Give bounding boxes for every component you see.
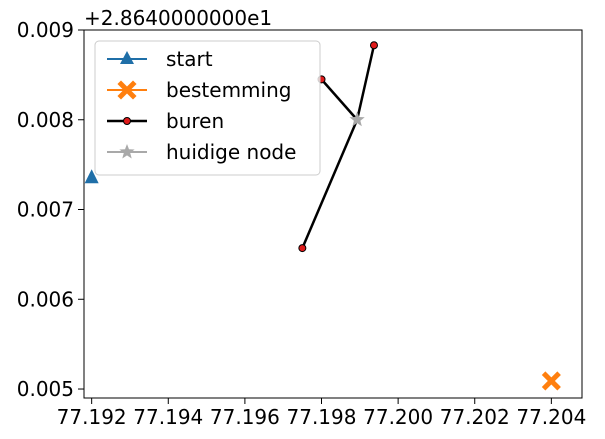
star-icon — [119, 144, 135, 159]
x-tick-label: 77.192 — [57, 405, 127, 429]
x-tick-label: 77.196 — [210, 405, 280, 429]
legend: start bestemming buren huidige node — [94, 40, 321, 176]
buren-line-segment — [355, 44, 376, 121]
dot-icon — [123, 117, 131, 125]
buren-point — [298, 244, 307, 253]
y-tick-label: 0.009 — [17, 18, 74, 42]
buren-line-segment — [320, 78, 359, 121]
x-tick-label: 77.204 — [516, 405, 586, 429]
y-tick-label: 0.007 — [17, 198, 74, 222]
triangle-icon — [120, 51, 134, 64]
y-axis: 0.005 0.006 0.007 0.008 0.009 — [17, 18, 84, 401]
legend-huidige-node-label: huidige node — [166, 140, 296, 164]
legend-start-label: start — [166, 47, 213, 71]
start-marker — [84, 169, 99, 184]
y-tick-label: 0.006 — [17, 287, 74, 311]
x-tick-label: 77.202 — [440, 405, 510, 429]
x-axis: 77.192 77.194 77.196 77.198 77.200 77.202 77.2… — [57, 398, 586, 429]
plot-area-frame — [83, 29, 583, 399]
legend-bestemming-label: bestemming — [166, 78, 291, 102]
y-tick-label: 0.008 — [17, 108, 74, 132]
buren-point — [369, 41, 378, 50]
bestemming-marker — [541, 371, 561, 391]
y-tick-label: 0.005 — [17, 377, 74, 401]
x-tick-label: 77.198 — [287, 405, 357, 429]
legend-box — [94, 40, 321, 176]
x-marker-icon — [117, 80, 137, 100]
x-tick-label: 77.200 — [363, 405, 433, 429]
x-tick-label: 77.194 — [133, 405, 203, 429]
huidige-node-marker — [349, 111, 365, 127]
buren-line-segment — [301, 119, 359, 249]
legend-buren-label: buren — [166, 109, 224, 133]
y-offset-label: +2.8640000000e1 — [84, 6, 272, 30]
